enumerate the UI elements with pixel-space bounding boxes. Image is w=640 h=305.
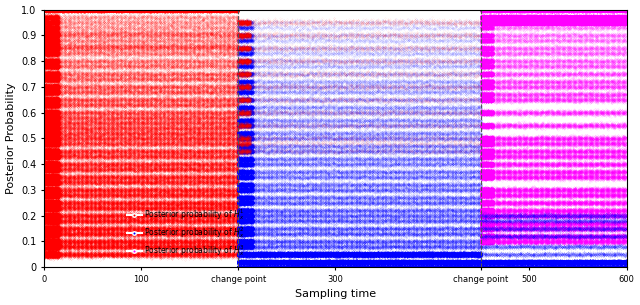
Y-axis label: Posterior Probability: Posterior Probability: [6, 83, 15, 194]
X-axis label: Sampling time: Sampling time: [295, 289, 376, 300]
Legend: Posterior probability of $H_x^1$, Posterior probability of $H_x^2$, Posterior pr: Posterior probability of $H_x^1$, Poster…: [124, 204, 248, 261]
